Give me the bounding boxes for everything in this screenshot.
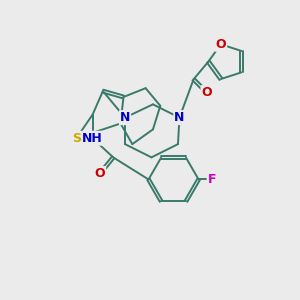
Text: O: O (94, 167, 105, 180)
Text: O: O (216, 38, 226, 51)
Text: N: N (120, 111, 130, 124)
Text: NH: NH (82, 132, 103, 145)
Text: F: F (208, 173, 216, 186)
Text: O: O (202, 86, 212, 99)
Text: S: S (72, 132, 81, 145)
Text: N: N (174, 111, 184, 124)
